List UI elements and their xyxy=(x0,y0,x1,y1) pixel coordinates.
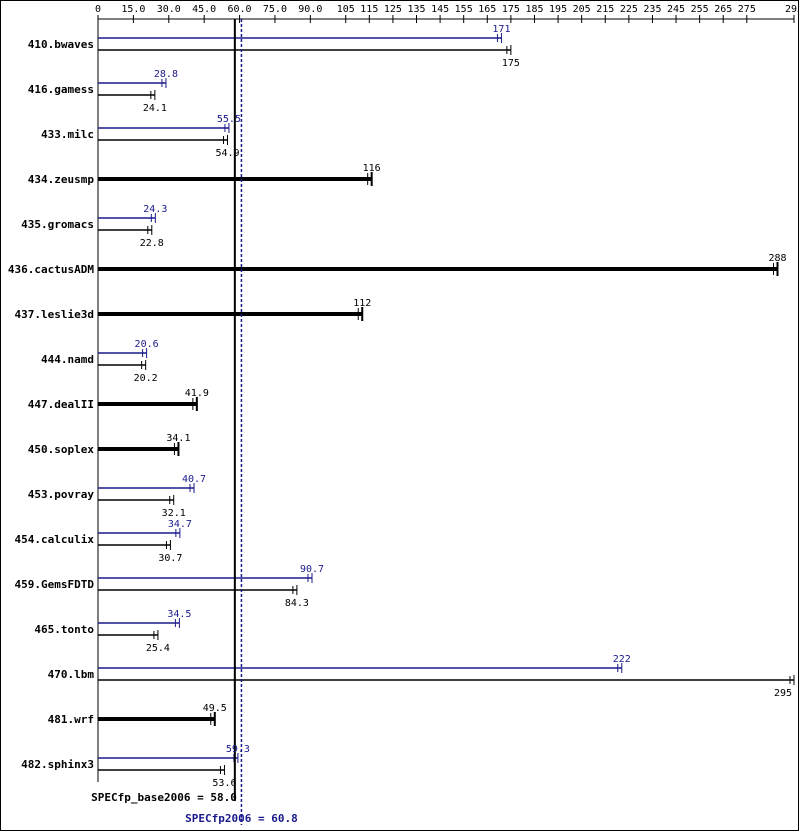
x-tick-label: 175 xyxy=(502,4,520,15)
peak-value-label: 34.5 xyxy=(167,609,191,620)
x-tick-label: 90.0 xyxy=(298,4,322,15)
benchmark-label: 444.namd xyxy=(41,353,94,366)
x-tick-label: 255 xyxy=(691,4,709,15)
combined-value-label: 112 xyxy=(353,298,371,309)
combined-value-label: 49.5 xyxy=(203,703,227,714)
benchmark-label: 453.povray xyxy=(28,488,95,501)
benchmark-label: 459.GemsFDTD xyxy=(15,578,95,591)
benchmark-label: 470.lbm xyxy=(48,668,95,681)
x-tick-label: 0 xyxy=(95,4,101,15)
x-tick-label: 195 xyxy=(549,4,567,15)
combined-value-label: 116 xyxy=(363,163,381,174)
base-value-label: 175 xyxy=(502,58,520,69)
base-summary-label: SPECfp_base2006 = 58.0 xyxy=(91,791,237,804)
base-value-label: 22.8 xyxy=(140,238,164,249)
x-tick-label: 165 xyxy=(478,4,496,15)
benchmark-label: 433.milc xyxy=(41,128,94,141)
peak-value-label: 171 xyxy=(492,24,510,35)
x-tick-label: 275 xyxy=(738,4,756,15)
benchmark-label: 465.tonto xyxy=(34,623,94,636)
peak-value-label: 24.3 xyxy=(143,204,167,215)
x-tick-label: 295 xyxy=(785,4,798,15)
benchmark-label: 482.sphinx3 xyxy=(21,758,94,771)
peak-value-label: 55.5 xyxy=(217,114,241,125)
benchmark-label: 435.gromacs xyxy=(21,218,94,231)
combined-value-label: 34.1 xyxy=(166,433,190,444)
benchmark-label: 481.wrf xyxy=(48,713,94,726)
x-tick-label: 60.0 xyxy=(228,4,252,15)
peak-value-label: 90.7 xyxy=(300,564,324,575)
base-value-label: 32.1 xyxy=(162,508,186,519)
reference-lines xyxy=(233,19,243,825)
peak-value-label: 28.8 xyxy=(154,69,178,80)
benchmark-label: 447.dealII xyxy=(28,398,94,411)
peak-value-label: 59.3 xyxy=(226,744,250,755)
benchmark-label: 410.bwaves xyxy=(28,38,94,51)
base-value-label: 24.1 xyxy=(143,103,167,114)
benchmark-label: 454.calculix xyxy=(15,533,95,546)
x-tick-label: 145 xyxy=(431,4,449,15)
combined-value-label: 288 xyxy=(768,253,786,264)
x-axis: 0 15.0 30.0 45.0 60.0 75.0 90.0 105 115 125 135 145… xyxy=(95,4,798,782)
base-value-label: 20.2 xyxy=(134,373,158,384)
peak-value-label: 40.7 xyxy=(182,474,206,485)
peak-value-label: 20.6 xyxy=(135,339,159,350)
peak-summary-label: SPECfp2006 = 60.8 xyxy=(185,812,298,825)
base-value-label: 53.6 xyxy=(212,778,236,789)
x-tick-label: 105 xyxy=(337,4,355,15)
base-value-label: 30.7 xyxy=(158,553,182,564)
benchmark-label: 434.zeusmp xyxy=(28,173,95,186)
peak-value-label: 34.7 xyxy=(168,519,192,530)
x-tick-label: 135 xyxy=(407,4,425,15)
combined-value-label: 41.9 xyxy=(185,388,209,399)
x-tick-label: 265 xyxy=(714,4,732,15)
x-tick-label: 155 xyxy=(455,4,473,15)
x-tick-label: 15.0 xyxy=(121,4,145,15)
bar-series xyxy=(98,33,795,775)
label-layer: 410.bwaves 171 175 416.gamess 28.8 24.1 433.mi… xyxy=(8,24,792,825)
x-tick-label: 115 xyxy=(360,4,378,15)
base-value-label: 54.9 xyxy=(215,148,239,159)
x-tick-label: 215 xyxy=(596,4,614,15)
x-tick-label: 245 xyxy=(667,4,685,15)
peak-value-label: 222 xyxy=(613,654,631,665)
benchmark-label: 436.cactusADM xyxy=(8,263,94,276)
x-tick-label: 225 xyxy=(620,4,638,15)
benchmark-label: 416.gamess xyxy=(28,83,94,96)
x-tick-label: 45.0 xyxy=(192,4,216,15)
x-tick-label: 125 xyxy=(384,4,402,15)
base-value-label: 84.3 xyxy=(285,598,309,609)
x-tick-label: 235 xyxy=(643,4,661,15)
x-tick-label: 30.0 xyxy=(157,4,181,15)
base-value-label: 25.4 xyxy=(146,643,170,654)
x-tick-label: 205 xyxy=(573,4,591,15)
benchmark-label: 450.soplex xyxy=(28,443,95,456)
x-tick-label: 185 xyxy=(525,4,543,15)
benchmark-label: 437.leslie3d xyxy=(15,308,94,321)
x-tick-label: 75.0 xyxy=(263,4,287,15)
base-value-label: 295 xyxy=(774,688,792,699)
